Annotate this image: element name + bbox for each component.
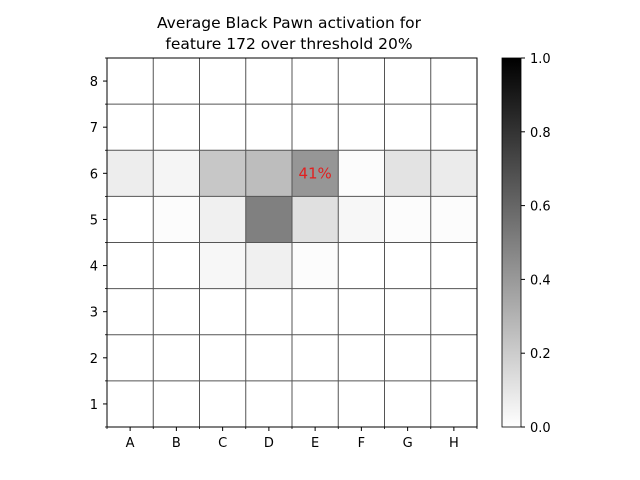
y-tick-label-7: 7 bbox=[90, 121, 98, 136]
heatmap-cell-D6 bbox=[245, 150, 292, 197]
heatmap-cell-E2 bbox=[292, 334, 339, 381]
heatmap-cell-A1 bbox=[107, 380, 154, 427]
heatmap-cell-E4 bbox=[292, 242, 339, 289]
heatmap-cell-G5 bbox=[384, 196, 431, 243]
colorbar-tick-label: 0.2 bbox=[530, 347, 551, 362]
colorbar bbox=[501, 57, 522, 428]
heatmap-cell-B4 bbox=[153, 242, 200, 289]
heatmap-cell-D2 bbox=[245, 334, 292, 381]
heatmap-cell-H2 bbox=[430, 334, 477, 381]
colorbar-ticks: 0.0 0.2 0.4 0.6 0.8 1.0 bbox=[521, 52, 551, 436]
heatmap-cell-A2 bbox=[107, 334, 154, 381]
heatmap-cell-G2 bbox=[384, 334, 431, 381]
heatmap-cell-B6 bbox=[153, 150, 200, 197]
heatmap-cell-C5 bbox=[199, 196, 246, 243]
y-tick-label-4: 4 bbox=[90, 260, 98, 275]
heatmap-cell-E1 bbox=[292, 380, 339, 427]
heatmap-cell-H4 bbox=[430, 242, 477, 289]
heatmap-cell-D1 bbox=[245, 380, 292, 427]
heatmap-cell-B2 bbox=[153, 334, 200, 381]
heatmap-cell-G4 bbox=[384, 242, 431, 289]
colorbar-tick-label: 0.8 bbox=[530, 126, 551, 141]
x-tick-label-D: D bbox=[264, 436, 274, 451]
heatmap-cell-A7 bbox=[107, 104, 154, 151]
heatmap-cell-E7 bbox=[292, 104, 339, 151]
heatmap-cell-F5 bbox=[338, 196, 385, 243]
heatmap-cell-E3 bbox=[292, 288, 339, 335]
heatmap-cell-D4 bbox=[245, 242, 292, 289]
heatmap-cell-F4 bbox=[338, 242, 385, 289]
heatmap-cell-C4 bbox=[199, 242, 246, 289]
heatmap-cell-B5 bbox=[153, 196, 200, 243]
heatmap-cell-C6 bbox=[199, 150, 246, 197]
heatmap-cell-F8 bbox=[338, 58, 385, 105]
heatmap-cell-D5 bbox=[245, 196, 292, 243]
heatmap-cell-B1 bbox=[153, 380, 200, 427]
x-axis: A B C D E F G H bbox=[106, 427, 478, 451]
heatmap-cells bbox=[107, 58, 477, 427]
colorbar-tick-label: 0.6 bbox=[530, 200, 551, 215]
heatmap-cell-F1 bbox=[338, 380, 385, 427]
heatmap-cell-F3 bbox=[338, 288, 385, 335]
heatmap-cell-A8 bbox=[107, 58, 154, 105]
heatmap-cell-H5 bbox=[430, 196, 477, 243]
heatmap-cell-B7 bbox=[153, 104, 200, 151]
heatmap-cell-A5 bbox=[107, 196, 154, 243]
heatmap-cell-D7 bbox=[245, 104, 292, 151]
heatmap-cell-G1 bbox=[384, 380, 431, 427]
y-tick-label-6: 6 bbox=[90, 167, 98, 182]
heatmap-cell-C2 bbox=[199, 334, 246, 381]
colorbar-tick-label: 1.0 bbox=[530, 52, 551, 67]
x-tick-label-E: E bbox=[311, 436, 319, 451]
heatmap-cell-H6 bbox=[430, 150, 477, 197]
colorbar-tick-label: 0.4 bbox=[530, 273, 551, 288]
heatmap-cell-E8 bbox=[292, 58, 339, 105]
heatmap-cell-G8 bbox=[384, 58, 431, 105]
cell-annotation: 41% bbox=[298, 164, 331, 182]
heatmap-cell-A3 bbox=[107, 288, 154, 335]
chart-title-line-2: feature 172 over threshold 20% bbox=[165, 35, 412, 53]
heatmap-cell-A4 bbox=[107, 242, 154, 289]
heatmap-cell-H3 bbox=[430, 288, 477, 335]
heatmap-cell-G7 bbox=[384, 104, 431, 151]
heatmap-cell-H8 bbox=[430, 58, 477, 105]
heatmap-cell-C1 bbox=[199, 380, 246, 427]
heatmap-cell-C8 bbox=[199, 58, 246, 105]
y-tick-label-5: 5 bbox=[90, 213, 98, 228]
heatmap-cell-G6 bbox=[384, 150, 431, 197]
y-tick-label-2: 2 bbox=[90, 352, 98, 367]
heatmap-cell-E6 bbox=[292, 150, 339, 197]
heatmap-cell-H7 bbox=[430, 104, 477, 151]
heatmap-cell-B3 bbox=[153, 288, 200, 335]
x-tick-label-B: B bbox=[172, 436, 181, 451]
heatmap-cell-C7 bbox=[199, 104, 246, 151]
x-tick-label-F: F bbox=[358, 436, 365, 451]
heatmap-cell-F2 bbox=[338, 334, 385, 381]
heatmap-cell-A6 bbox=[107, 150, 154, 197]
colorbar-tick-label: 0.0 bbox=[530, 421, 551, 436]
heatmap-cell-E5 bbox=[292, 196, 339, 243]
x-tick-label-A: A bbox=[126, 436, 135, 451]
heatmap-cell-D3 bbox=[245, 288, 292, 335]
y-tick-label-3: 3 bbox=[90, 306, 98, 321]
chart-title-line-1: Average Black Pawn activation for bbox=[157, 14, 422, 32]
y-tick-label-1: 1 bbox=[90, 398, 98, 413]
heatmap-cell-F7 bbox=[338, 104, 385, 151]
heatmap-cell-F6 bbox=[338, 150, 385, 197]
x-tick-label-G: G bbox=[403, 436, 413, 451]
y-tick-label-8: 8 bbox=[90, 75, 98, 90]
x-tick-label-C: C bbox=[218, 436, 227, 451]
y-axis: 1 2 3 4 5 6 7 8 bbox=[90, 57, 107, 428]
x-tick-label-H: H bbox=[449, 436, 459, 451]
heatmap-cell-D8 bbox=[245, 58, 292, 105]
heatmap-cell-B8 bbox=[153, 58, 200, 105]
heatmap-cell-C3 bbox=[199, 288, 246, 335]
heatmap-cell-G3 bbox=[384, 288, 431, 335]
heatmap-gridlines bbox=[107, 58, 477, 427]
heatmap-cell-H1 bbox=[430, 380, 477, 427]
